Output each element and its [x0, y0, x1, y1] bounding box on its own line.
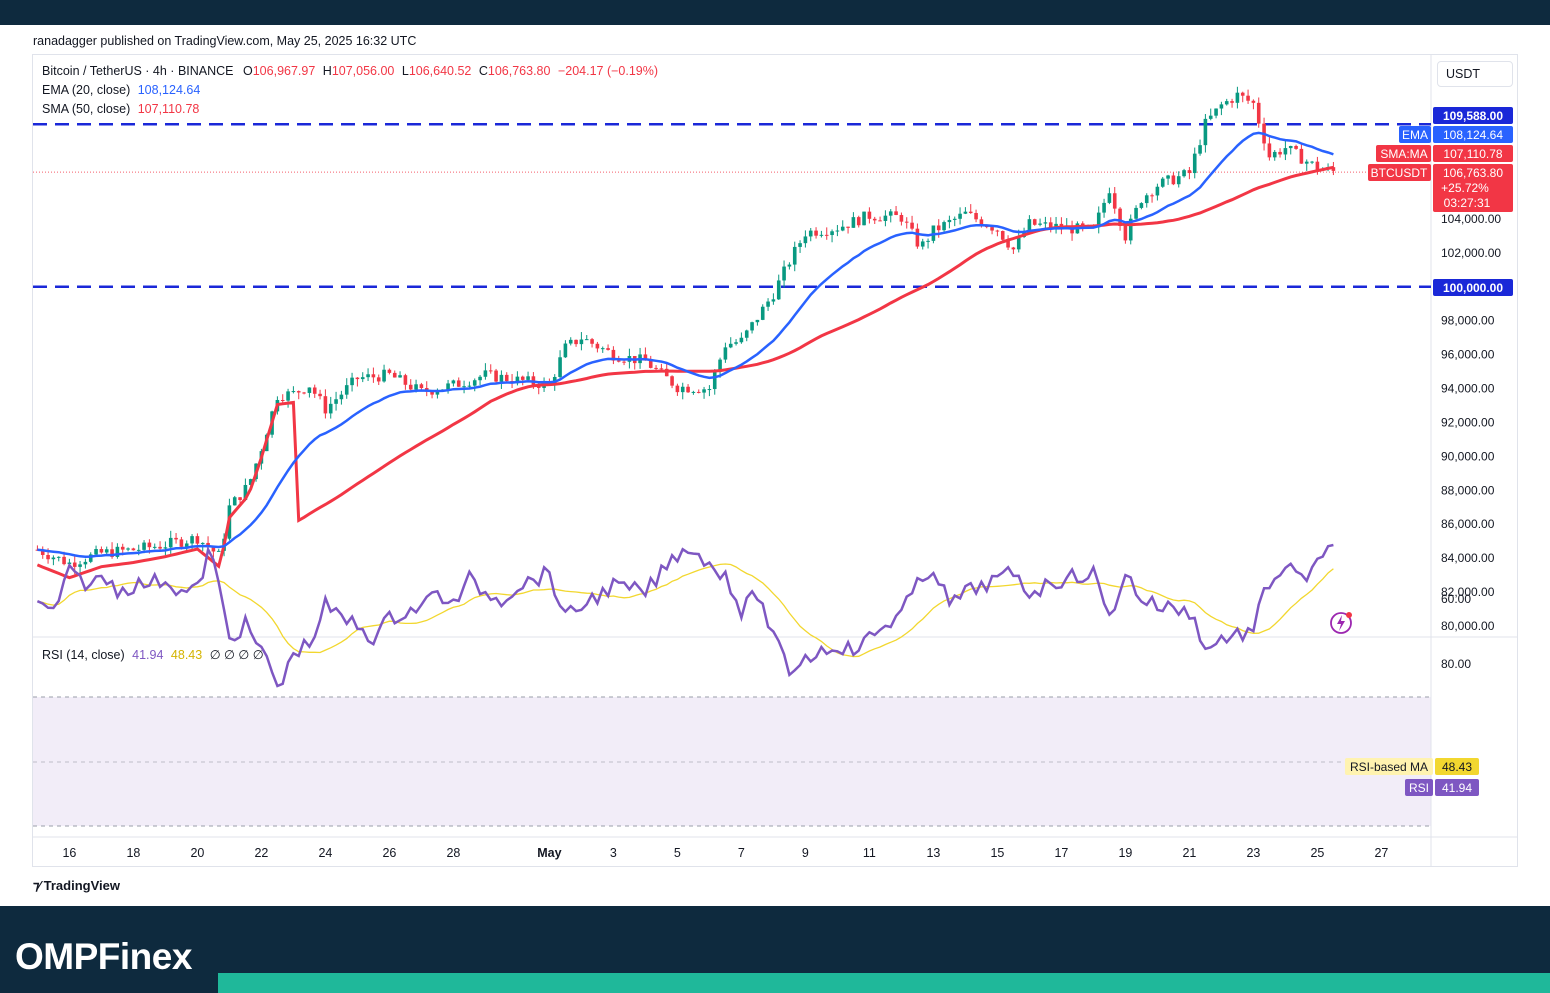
- ema-value: 108,124.64: [137, 83, 201, 97]
- chart-frame: [32, 54, 1518, 867]
- rsi-label: RSI (14, close): [42, 648, 125, 662]
- brand-accent-bar: [218, 973, 1550, 993]
- ema-legend[interactable]: EMA (20, close) 108,124.64: [42, 83, 200, 97]
- tradingview-icon: ⁊⁄: [33, 878, 41, 893]
- rsi-legend[interactable]: RSI (14, close) 41.94 48.43 ∅ ∅ ∅ ∅: [42, 647, 264, 662]
- open-value: 106,967.97: [252, 64, 316, 78]
- sma-label: SMA (50, close): [42, 102, 131, 116]
- low-label: L: [401, 64, 409, 78]
- currency-selector[interactable]: USDT: [1437, 61, 1513, 87]
- rsi-value: 41.94: [132, 648, 164, 662]
- symbol-title: Bitcoin / TetherUS · 4h · BINANCE: [42, 64, 234, 78]
- ema-label: EMA (20, close): [42, 83, 131, 97]
- tradingview-text: TradingView: [43, 878, 120, 893]
- sma-legend[interactable]: SMA (50, close) 107,110.78: [42, 102, 199, 116]
- rsi-ma-value: 48.43: [170, 648, 203, 662]
- tradingview-logo[interactable]: ⁊⁄ TradingView: [33, 878, 120, 894]
- sma-value: 107,110.78: [137, 102, 200, 116]
- high-label: H: [322, 64, 332, 78]
- rsi-placeholders: ∅ ∅ ∅ ∅: [209, 648, 264, 662]
- change-value: −204.17 (−0.19%): [557, 64, 659, 78]
- symbol-legend[interactable]: Bitcoin / TetherUS · 4h · BINANCE O106,9…: [42, 64, 658, 78]
- top-bar: [0, 0, 1550, 25]
- open-label: O: [243, 64, 253, 78]
- close-label: C: [478, 64, 488, 78]
- publisher-line: ranadagger published on TradingView.com,…: [33, 34, 417, 48]
- close-value: 106,763.80: [487, 64, 551, 78]
- high-value: 107,056.00: [331, 64, 395, 78]
- low-value: 106,640.52: [408, 64, 472, 78]
- omp-logo: OMPFinex: [15, 936, 192, 977]
